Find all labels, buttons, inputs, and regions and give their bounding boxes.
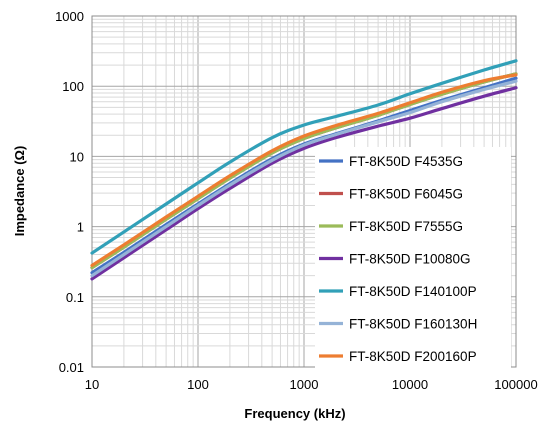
plot-area-border — [91, 15, 517, 368]
x-tick-label: 1000 — [290, 377, 319, 392]
legend-label: FT-8K50D F7555G — [349, 219, 463, 234]
x-axis-title: Frequency (kHz) — [244, 406, 345, 421]
y-tick-label: 1 — [77, 220, 84, 235]
x-tick-label: 10000 — [392, 377, 428, 392]
legend-label: FT-8K50D F10080G — [349, 252, 471, 267]
legend-label: FT-8K50D F6045G — [349, 187, 463, 202]
x-tick-label: 10 — [85, 377, 99, 392]
legend-label: FT-8K50D F4535G — [349, 154, 463, 169]
x-tick-labels: 10 100 1000 10000 100000 — [85, 377, 538, 392]
y-tick-label: 100 — [62, 79, 84, 94]
y-tick-label: 0.01 — [59, 360, 84, 375]
legend-label: FT-8K50D F160130H — [349, 317, 477, 332]
y-tick-labels: 0.01 0.1 1 10 100 1000 — [55, 9, 84, 375]
y-tick-label: 10 — [70, 149, 84, 164]
series-line — [90, 79, 518, 278]
x-tick-label: 100000 — [494, 377, 537, 392]
series-line — [90, 59, 518, 255]
y-tick-label: 1000 — [55, 9, 84, 24]
y-tick-label: 0.1 — [66, 290, 84, 305]
series-line — [90, 86, 518, 281]
series-line — [90, 72, 518, 270]
legend-label: FT-8K50D F140100P — [349, 284, 477, 299]
series-lines — [90, 59, 518, 281]
y-axis-title: Impedance (Ω) — [12, 146, 27, 237]
legend: FT-8K50D F4535G FT-8K50D F6045G FT-8K50D F… — [315, 147, 511, 379]
legend-box — [315, 147, 511, 379]
x-tick-label: 100 — [187, 377, 209, 392]
series-line — [90, 73, 518, 268]
legend-label: FT-8K50D F200160P — [349, 349, 477, 364]
